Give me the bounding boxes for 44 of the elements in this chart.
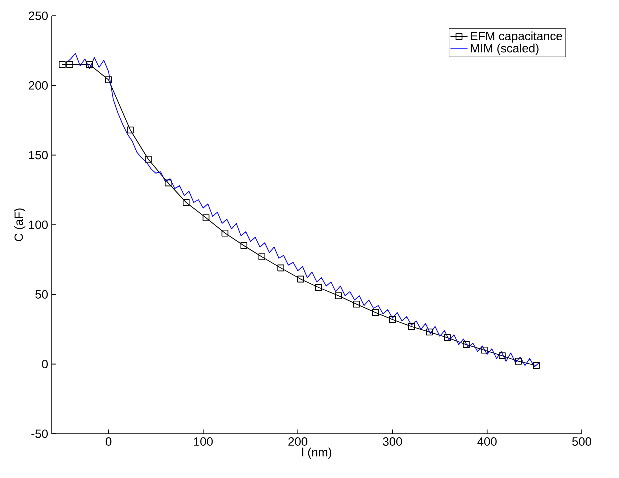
point bbox=[298, 276, 304, 283]
point bbox=[86, 61, 94, 68]
y-tick-label: 100 bbox=[29, 220, 48, 230]
point bbox=[59, 61, 66, 68]
x-tick-label: 0 bbox=[106, 438, 112, 446]
y-tick-label: -50 bbox=[32, 430, 48, 438]
x-tick-label: 500 bbox=[572, 438, 592, 446]
x-tick-label: 100 bbox=[194, 438, 213, 446]
x-tick-label: 200 bbox=[288, 438, 308, 446]
point bbox=[444, 334, 452, 342]
point bbox=[165, 180, 172, 187]
point bbox=[353, 301, 360, 308]
point bbox=[499, 352, 506, 360]
point bbox=[408, 323, 416, 330]
point bbox=[222, 230, 229, 237]
y-tick-label: 50 bbox=[36, 290, 48, 299]
point bbox=[515, 358, 522, 365]
point bbox=[389, 316, 396, 324]
point bbox=[202, 214, 210, 222]
legend-label: MIM (scaled) bbox=[471, 44, 539, 56]
point bbox=[240, 242, 248, 250]
point bbox=[463, 341, 470, 348]
y-tick-label: 150 bbox=[29, 151, 48, 160]
point bbox=[258, 254, 266, 260]
point bbox=[315, 284, 322, 292]
y-tick-label: 250 bbox=[29, 12, 48, 20]
point bbox=[372, 309, 380, 316]
point bbox=[533, 362, 540, 370]
y-tick-label: 200 bbox=[29, 81, 48, 90]
point bbox=[335, 292, 342, 300]
point bbox=[145, 156, 152, 163]
y-tick-label: 0 bbox=[42, 360, 48, 369]
point bbox=[426, 328, 434, 336]
y-axis-title: C (aF) bbox=[14, 208, 26, 242]
legend-label: EFM capacitance bbox=[471, 32, 562, 43]
x-tick-label: 300 bbox=[383, 438, 402, 446]
point bbox=[278, 264, 284, 272]
point bbox=[182, 199, 190, 206]
point bbox=[127, 126, 134, 134]
point bbox=[66, 61, 74, 68]
x-axis-title: l (nm) bbox=[302, 448, 332, 460]
point bbox=[481, 346, 488, 354]
x-tick-label: 400 bbox=[478, 438, 497, 446]
point bbox=[105, 76, 112, 84]
